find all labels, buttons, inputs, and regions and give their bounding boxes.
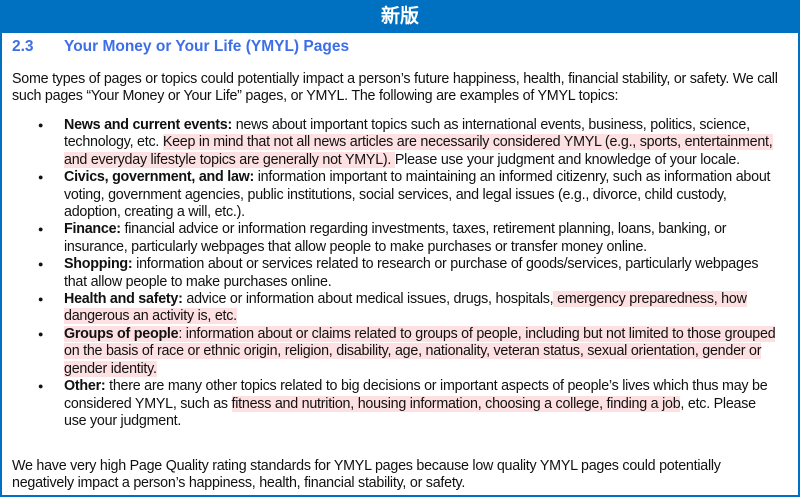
bullet-icon: ● <box>38 259 44 270</box>
ymyl-topic-list: ● News and current events: news about imp… <box>0 117 780 430</box>
banner-title: 新版 <box>0 0 800 33</box>
topic-label: Health and safety: <box>64 291 183 308</box>
list-item: ● News and current events: news about imp… <box>0 117 780 169</box>
topic-text: Please use your judgment and knowledge o… <box>394 151 740 168</box>
list-item: ● Other: there are many other topics rela… <box>0 378 780 430</box>
topic-text: news about important topics such as inte… <box>64 117 750 151</box>
topic-text: there are many other topics related to b… <box>64 378 768 412</box>
closing-paragraph: We have very high Page Quality rating st… <box>12 458 721 492</box>
topic-text: advice or information about medical issu… <box>182 291 554 308</box>
topic-label: Other: <box>64 378 106 395</box>
list-item: ● Groups of people: information about or … <box>0 325 780 378</box>
bullet-icon: ● <box>38 224 44 235</box>
list-item: ● Finance: financial advice or informatio… <box>0 221 780 256</box>
list-item: ● Shopping: information about or services… <box>0 256 780 291</box>
bullet-icon: ● <box>38 172 44 183</box>
section-number: 2.3 <box>12 38 34 55</box>
section-heading: 2.3 Your Money or Your Life (YMYL) Pages <box>12 38 349 56</box>
bullet-icon: ● <box>38 120 44 130</box>
topic-label: News and current events: <box>64 117 232 133</box>
list-item: ● Civics, government, and law: informatio… <box>0 169 780 221</box>
topic-text: information important to maintaining an … <box>64 169 771 221</box>
bullet-icon: ● <box>38 381 44 392</box>
topic-text: , etc. Please use your judgment. <box>64 395 756 429</box>
section-title: Your Money or Your Life (YMYL) Pages <box>64 38 350 55</box>
intro-paragraph: Some types of pages or topics could pote… <box>12 71 778 105</box>
list-item: ● Health and safety: advice or informatio… <box>0 291 780 326</box>
topic-text: financial advice or information regardin… <box>64 221 727 255</box>
topic-label: Shopping: <box>64 256 133 273</box>
topic-text: information about or services related to… <box>64 256 759 290</box>
highlighted-text: fitness and nutrition, housing informati… <box>231 395 681 412</box>
topic-label: Civics, government, and law: <box>64 169 255 186</box>
bullet-icon: ● <box>38 328 44 339</box>
bullet-icon: ● <box>38 294 44 305</box>
topic-label: Groups of people <box>64 325 179 342</box>
topic-label: Finance: <box>64 221 121 238</box>
